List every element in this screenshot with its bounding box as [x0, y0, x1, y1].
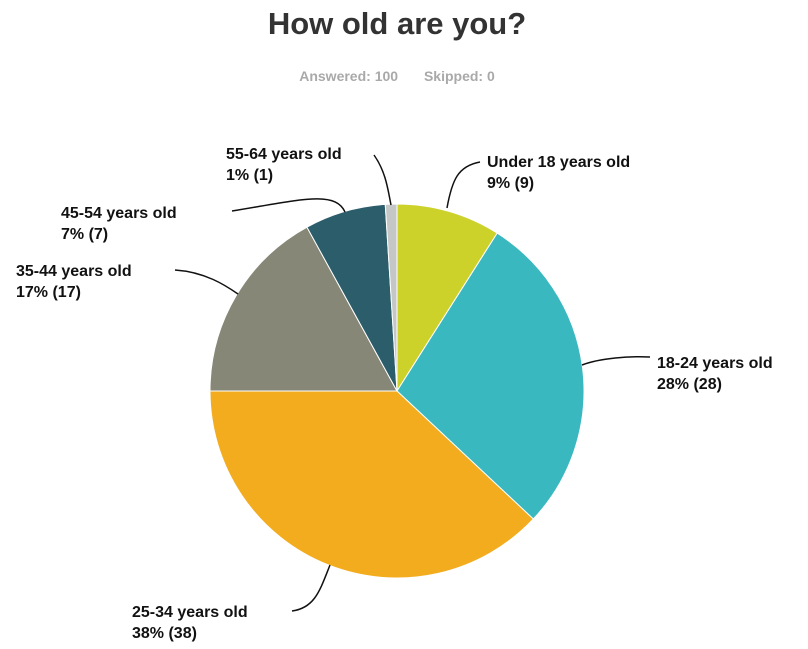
leader-line [174, 269, 239, 295]
leader-line [291, 564, 331, 612]
response-summary: Answered: 100 Skipped: 0 [0, 68, 794, 84]
slice-value-label: 38% (38) [132, 625, 197, 642]
pie-slice[interactable] [209, 390, 535, 579]
slice-label: 18-24 years old [657, 355, 773, 372]
leader-line [446, 161, 481, 209]
answered-count: Answered: 100 [299, 68, 399, 84]
slice-value-label: 7% (7) [61, 226, 108, 243]
slice-label: Under 18 years old [487, 154, 630, 171]
leader-line [231, 198, 346, 213]
label-leader-lines [174, 154, 651, 612]
slice-labels: Under 18 years old 9% (9) 18-24 years old 2… [16, 146, 773, 642]
pie-slice[interactable] [396, 232, 585, 520]
slice-label: 35-44 years old [16, 263, 132, 280]
pie-slices [209, 203, 585, 579]
slice-value-label: 1% (1) [226, 167, 273, 184]
slice-label: 25-34 years old [132, 604, 248, 621]
slice-label: 45-54 years old [61, 205, 177, 222]
slice-value-label: 17% (17) [16, 284, 81, 301]
leader-line [373, 154, 392, 206]
slice-label: 55-64 years old [226, 146, 342, 163]
slice-value-label: 9% (9) [487, 175, 534, 192]
chart-title: How old are you? [267, 6, 527, 41]
slice-value-label: 28% (28) [657, 376, 722, 393]
pie-slice[interactable] [396, 203, 498, 393]
leader-line [581, 356, 651, 366]
skipped-count: Skipped: 0 [423, 68, 495, 84]
pie-slice[interactable] [209, 226, 398, 392]
